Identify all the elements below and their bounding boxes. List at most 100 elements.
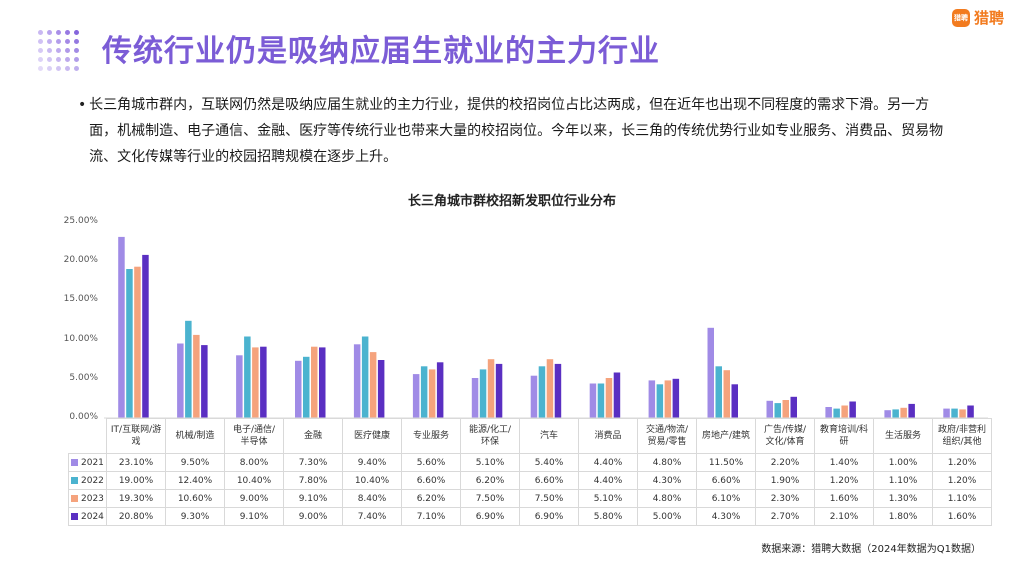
data-label: 4.30% [637,471,697,490]
bar-2024-2 [260,346,267,418]
data-label: 9.40% [342,453,402,472]
y-tick-label: 10.00% [63,333,98,344]
data-label: 2.30% [755,489,815,508]
x-tick-label: 消费品 [578,418,638,454]
bar-chart-plot [104,222,988,419]
decorative-dot [65,39,70,44]
data-label: 23.10% [106,453,166,472]
bar-2023-13 [900,407,907,418]
legend-swatch [71,512,78,520]
bar-2021-9 [648,380,656,418]
bar-2023-14 [959,409,966,418]
table-row: 2022 19.00% 12.40% 10.40% 7.80% 10.40% 6.60% 6.… [68,471,992,490]
data-label: 1.20% [932,471,992,490]
legend-swatch [71,476,78,484]
data-label: 1.20% [932,453,992,472]
bar-2022-4 [361,336,369,418]
data-label: 2.10% [814,507,874,526]
x-tick-label: 机械/制造 [165,418,225,454]
bar-2022-5 [420,366,428,418]
data-label: 7.50% [460,489,520,508]
data-label: 1.60% [814,489,874,508]
bar-2024-10 [731,384,738,418]
bar-2021-5 [412,374,420,418]
bar-2021-7 [530,375,538,418]
summary-paragraph: 长三角城市群内，互联网仍然是吸纳应届生就业的主力行业，提供的校招岗位占比达两成，… [89,97,944,165]
bar-2023-10 [723,370,730,418]
bar-2024-5 [436,362,444,418]
decorative-dot [65,57,70,62]
data-label: 20.80% [106,507,166,526]
bar-2023-6 [487,359,495,418]
bar-2021-12 [825,407,832,418]
decorative-dot [38,57,43,62]
data-label: 9.30% [165,507,225,526]
bar-2021-0 [118,236,125,418]
decorative-dot [47,66,52,71]
data-table: IT/互联网/游戏机械/制造 电子/通信/半导体 金融 医疗健康 专业服务 能源/化工/环… [68,418,992,526]
data-label: 1.00% [873,453,933,472]
data-label: 10.40% [224,471,284,490]
data-label: 6.20% [460,471,520,490]
data-label: 11.50% [696,453,756,472]
bar-2023-12 [841,405,848,418]
bar-2021-2 [236,355,243,418]
bar-2022-2 [244,336,251,418]
data-label: 5.10% [460,453,520,472]
bar-2023-3 [311,346,318,418]
data-label: 4.40% [578,453,638,472]
data-label: 4.80% [637,489,697,508]
bar-2024-4 [377,360,385,418]
bar-2023-7 [546,359,554,418]
data-label: 6.60% [696,471,756,490]
data-label: 7.10% [401,507,461,526]
data-source-note: 数据来源：猎聘大数据（2024年数据为Q1数据） [761,544,981,555]
bar-2023-8 [605,378,613,418]
data-label: 1.80% [873,507,933,526]
bar-2022-11 [774,403,781,418]
decorative-dot [56,66,61,71]
data-label: 10.40% [342,471,402,490]
decorative-dot [38,30,43,35]
data-label: 4.30% [696,507,756,526]
bar-2021-13 [884,410,891,418]
data-label: 4.40% [578,471,638,490]
bar-2021-10 [707,327,714,418]
decorative-dot [56,39,61,44]
data-label: 1.60% [932,507,992,526]
y-tick-label: 25.00% [63,216,98,226]
decorative-dot [65,30,70,35]
decorative-dot [38,48,43,53]
bar-2022-6 [479,369,487,418]
decorative-dot [74,57,79,62]
data-label: 1.20% [814,471,874,490]
bar-2021-3 [295,360,302,418]
table-corner [69,419,107,454]
data-label: 6.60% [401,471,461,490]
data-label: 7.30% [283,453,343,472]
bar-2024-14 [967,405,974,418]
data-label: 1.10% [873,471,933,490]
data-label: 9.50% [165,453,225,472]
table-row: 2021 23.10% 9.50% 8.00% 7.30% 9.40% 5.60% 5.10%… [68,453,992,472]
data-label: 9.00% [224,489,284,508]
table-row: 2024 20.80% 9.30% 9.10% 9.00% 7.40% 7.10% 6.90%… [68,507,992,526]
bar-2024-7 [554,363,562,418]
data-label: 8.00% [224,453,284,472]
bar-2021-6 [471,378,479,418]
bar-2021-14 [943,408,950,418]
data-label: 9.00% [283,507,343,526]
data-label: 2.70% [755,507,815,526]
bar-2021-1 [177,343,184,418]
bar-2024-1 [201,345,208,418]
table-row: 2023 19.30% 10.60% 9.00% 9.10% 8.40% 6.20% 7.50… [68,489,992,508]
bar-2023-0 [134,266,141,418]
data-label: 7.40% [342,507,402,526]
decorative-dot [47,48,52,53]
data-label: 1.40% [814,453,874,472]
decorative-dot [74,39,79,44]
bar-chart-svg [104,236,988,419]
decorative-dot [56,30,61,35]
bar-2023-2 [252,347,259,418]
decorative-dot [47,57,52,62]
